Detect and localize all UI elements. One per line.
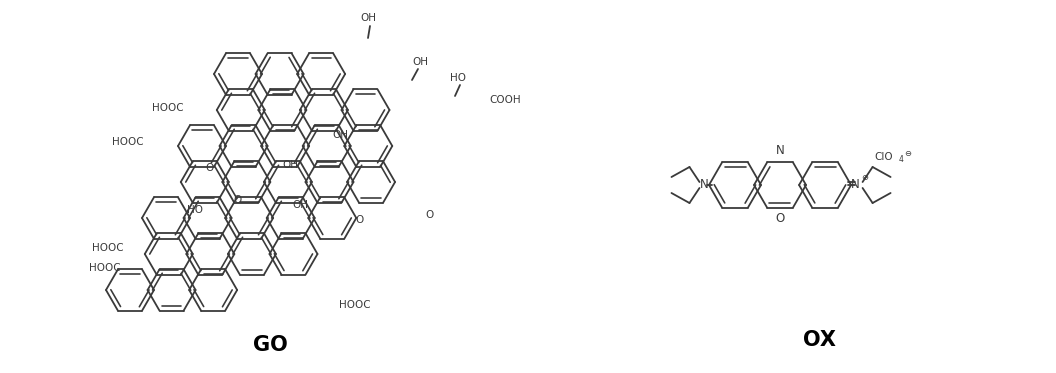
Text: O: O [206, 163, 214, 173]
Text: O: O [426, 210, 434, 220]
Text: OH: OH [282, 160, 298, 170]
Text: 4: 4 [899, 154, 904, 163]
Text: O: O [356, 215, 364, 225]
Text: HOOC: HOOC [92, 243, 124, 253]
Text: HO: HO [450, 73, 466, 83]
Text: OH: OH [360, 13, 376, 23]
Text: HOOC: HOOC [339, 300, 371, 310]
Text: GO: GO [252, 335, 287, 355]
Text: N: N [700, 179, 709, 191]
Text: OH: OH [332, 130, 348, 140]
Text: OX: OX [804, 330, 836, 350]
Text: ⊕: ⊕ [861, 173, 868, 182]
Text: N: N [851, 179, 860, 191]
Text: ⊖: ⊖ [905, 148, 911, 157]
Text: OH: OH [293, 200, 308, 210]
Text: O: O [775, 213, 785, 226]
Text: HOOC: HOOC [89, 263, 120, 273]
Text: ClO: ClO [874, 152, 893, 162]
Text: N: N [776, 144, 785, 157]
Text: HO: HO [187, 205, 203, 215]
Text: O: O [233, 195, 242, 205]
Text: HOOC: HOOC [152, 103, 184, 113]
Text: HOOC: HOOC [112, 137, 144, 147]
Text: OH: OH [412, 57, 428, 67]
Text: COOH: COOH [489, 95, 521, 105]
